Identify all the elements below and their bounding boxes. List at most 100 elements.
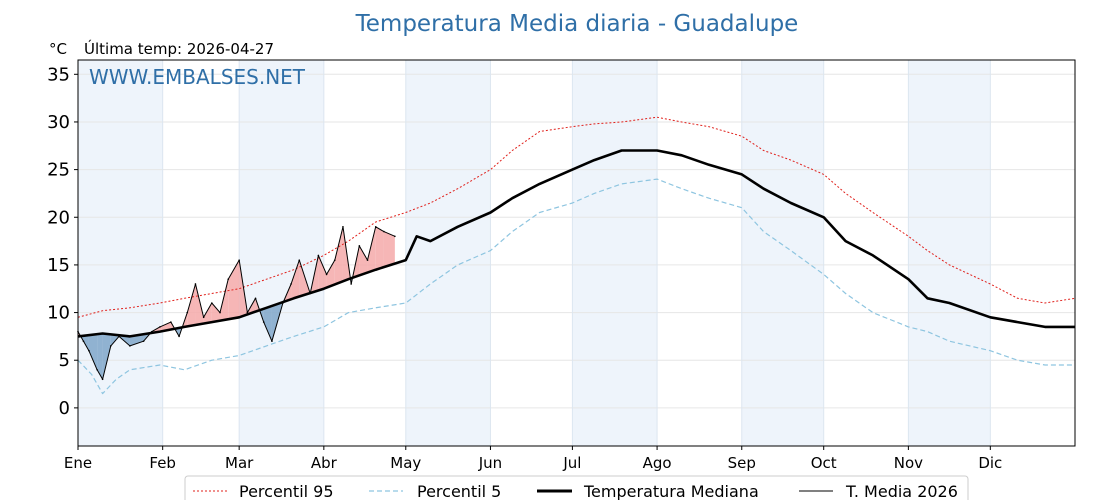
series-line-p5 [77,178,1075,395]
data-point-current [374,225,377,228]
x-tick-label-ene: Ene [64,454,92,472]
x-tick-label-oct: Oct [811,454,837,472]
data-point-current [142,340,145,342]
data-point-current [394,235,396,238]
data-point-current [159,326,161,328]
data-point-current [101,378,104,381]
data-point-current [170,321,172,323]
legend-label-median: Temperatura Mediana [583,482,759,500]
anomaly-fill [97,333,103,380]
data-point-current [150,330,153,333]
data-point-current [298,259,301,261]
y-tick-label: 15 [47,255,70,276]
data-point-current [219,311,221,314]
data-point-current [109,345,112,347]
y-tick-label: 0 [59,398,70,419]
anomaly-fill [187,283,196,327]
data-point-current [238,259,240,261]
data-point-current [194,283,197,285]
data-point-current [325,273,328,276]
legend: Percentil 95 Percentil 5 Temperatura Med… [184,475,969,500]
month-shade-nov [908,60,991,446]
x-tick-label-mar: Mar [225,454,254,472]
y-tick-label: 30 [47,112,70,133]
x-tick-label-feb: Feb [149,454,176,472]
anomaly-fill [220,279,229,321]
data-point-current [282,302,284,304]
data-point-current [317,254,320,257]
series-line-median [77,149,1075,338]
data-point-current [290,283,292,285]
anomaly-fill [102,333,111,380]
y-unit-label: °C [49,40,67,58]
data-point-current [366,259,369,261]
anomaly-fill [375,226,384,270]
data-point-current [262,321,265,323]
y-tick-label: 10 [47,303,70,324]
grid-lines [78,60,1075,446]
anomaly-fill [263,305,272,342]
series-line-current [77,226,396,380]
legend-label-current: T. Media 2026 [845,482,958,500]
data-point-current [246,311,249,314]
series-lines [77,116,1076,395]
month-shade-may [405,60,491,446]
x-tick-label-ago: Ago [643,454,672,472]
y-tick-label: 25 [47,160,70,181]
legend-label-p95: Percentil 95 [239,482,334,500]
data-point-current [383,230,385,233]
data-point-current [350,283,352,285]
month-shading [78,60,991,446]
anomaly-fill [367,226,376,273]
data-point-current [186,311,189,314]
anomaly-fill [383,231,395,268]
anomaly-fill [88,334,98,370]
data-point-current [342,225,344,228]
data-point-current [358,245,361,247]
anomaly-fill [291,260,300,300]
x-tick-label-nov: Nov [894,454,923,472]
data-point-current [202,316,205,319]
legend-label-p5: Percentil 5 [417,482,501,500]
data-point-current [227,278,230,281]
anomaly-fill [359,245,368,276]
data-point-current [129,345,131,347]
anomaly-fill [334,226,343,285]
anomaly-fill [203,303,212,324]
data-point-current [178,335,180,338]
chart-title: Temperatura Media diaria - Guadalupe [355,11,799,37]
data-point-current [309,292,311,295]
last-temp-label: Última temp: 2026-04-27 [84,39,274,58]
y-tick-label: 20 [47,207,70,228]
y-tick-label: 5 [59,350,70,371]
anomaly-fill [326,260,335,288]
y-tick-label: 35 [47,64,70,85]
anomaly-fill [83,335,89,351]
plot-frame [77,59,1076,447]
x-tick-label-jul: Jul [562,454,581,472]
month-shade-ene [78,60,163,446]
anomaly-fill [211,303,221,323]
x-tick-label-dic: Dic [978,454,1002,472]
month-shade-jul [572,60,658,446]
data-point-current [333,259,336,261]
data-point-current [82,340,85,342]
x-tick-label-may: May [390,454,421,472]
x-axis-ticks: Ene Feb Mar Abr May Jun Jul Ago Sep Oct Nov Dic [64,446,1002,472]
x-tick-label-jun: Jun [478,454,502,472]
watermark: WWW.EMBALSES.NET [89,65,306,89]
data-point-current [96,368,98,371]
data-point-current [271,340,273,342]
x-tick-label-abr: Abr [311,454,338,472]
month-shade-mar [239,60,324,446]
legend-box [184,475,969,500]
x-tick-label-sep: Sep [728,454,756,472]
y-axis-ticks: 0 5 10 15 20 25 30 35 [47,64,78,419]
month-shade-sep [741,60,824,446]
data-point-current [254,297,257,300]
data-point-current [118,335,120,338]
data-point-current [211,302,213,304]
anomaly-fill [318,255,327,291]
data-point-current [88,349,90,352]
